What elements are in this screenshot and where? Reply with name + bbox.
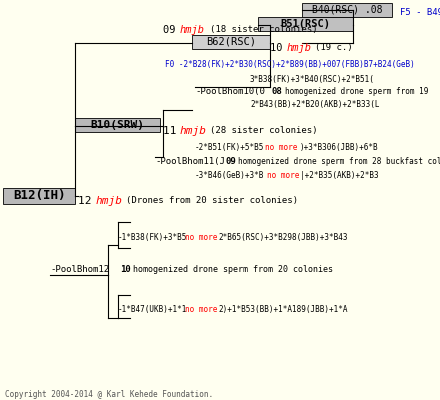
- Text: Copyright 2004-2014 @ Karl Kehede Foundation.: Copyright 2004-2014 @ Karl Kehede Founda…: [5, 390, 213, 399]
- Text: )+3*B306(JBB)+6*B: )+3*B306(JBB)+6*B: [300, 143, 379, 152]
- FancyBboxPatch shape: [3, 188, 75, 204]
- Text: 10: 10: [120, 265, 131, 274]
- Text: B12(IH): B12(IH): [13, 190, 65, 202]
- Text: homogenized drone sperm from 19: homogenized drone sperm from 19: [285, 87, 429, 96]
- Text: -1*B38(FK)+3*B5: -1*B38(FK)+3*B5: [118, 233, 187, 242]
- Text: -1*B47(UKB)+1*1: -1*B47(UKB)+1*1: [118, 305, 187, 314]
- Text: F5 - B49(FF): F5 - B49(FF): [400, 8, 440, 17]
- Text: |+2*B35(AKB)+2*B3: |+2*B35(AKB)+2*B3: [300, 171, 379, 180]
- Text: -3*B46(GeB)+3*B: -3*B46(GeB)+3*B: [195, 171, 264, 180]
- Text: homogenized drone sperm from 28 buckfast col: homogenized drone sperm from 28 buckfast…: [238, 157, 440, 166]
- Text: -2*B51(FK)+5*B5: -2*B51(FK)+5*B5: [195, 143, 264, 152]
- Text: F0 -2*B28(FK)+2*B30(RSC)+2*B89(BB)+007(FBB)B7+B24(GeB): F0 -2*B28(FK)+2*B30(RSC)+2*B89(BB)+007(F…: [165, 60, 415, 69]
- Text: 10: 10: [270, 43, 289, 53]
- Text: no more: no more: [185, 233, 217, 242]
- Text: 2)+1*B53(BB)+1*A189(JBB)+1*A: 2)+1*B53(BB)+1*A189(JBB)+1*A: [218, 305, 348, 314]
- Text: no more: no more: [267, 171, 299, 180]
- Text: -PoolBhom12: -PoolBhom12: [50, 265, 109, 274]
- Text: 2*B43(BB)+2*B20(AKB)+2*B33(L: 2*B43(BB)+2*B20(AKB)+2*B33(L: [250, 100, 379, 109]
- Text: homogenized drone sperm from 20 colonies: homogenized drone sperm from 20 colonies: [133, 265, 333, 274]
- Text: no more: no more: [265, 143, 297, 152]
- Text: no more: no more: [185, 305, 217, 314]
- Text: 3*B38(FK)+3*B40(RSC)+2*B51(: 3*B38(FK)+3*B40(RSC)+2*B51(: [250, 75, 375, 84]
- Text: hmjb: hmjb: [180, 126, 207, 136]
- Text: 2*B65(RSC)+3*B298(JBB)+3*B43: 2*B65(RSC)+3*B298(JBB)+3*B43: [218, 233, 348, 242]
- Text: 09: 09: [163, 25, 182, 35]
- Text: (19 c.): (19 c.): [315, 43, 352, 52]
- Text: 12: 12: [78, 196, 98, 206]
- FancyBboxPatch shape: [75, 118, 160, 132]
- Text: (28 sister colonies): (28 sister colonies): [210, 126, 318, 135]
- Text: hmjb: hmjb: [287, 43, 312, 53]
- Text: B40(RSC) .08: B40(RSC) .08: [312, 5, 382, 15]
- Text: B62(RSC): B62(RSC): [206, 37, 256, 47]
- Text: hmjb: hmjb: [180, 25, 205, 35]
- FancyBboxPatch shape: [258, 17, 353, 31]
- Text: 08: 08: [272, 87, 283, 96]
- Text: 09: 09: [225, 157, 236, 166]
- Text: -PoolBhom10(0: -PoolBhom10(0: [195, 87, 265, 96]
- Text: B51(RSC): B51(RSC): [281, 19, 330, 29]
- FancyBboxPatch shape: [302, 3, 392, 17]
- FancyBboxPatch shape: [192, 35, 270, 49]
- Text: 11: 11: [163, 126, 183, 136]
- Text: (Drones from 20 sister colonies): (Drones from 20 sister colonies): [126, 196, 298, 205]
- Text: (18 sister colonies): (18 sister colonies): [210, 25, 318, 34]
- Text: -PoolBhom11(J: -PoolBhom11(J: [155, 157, 225, 166]
- Text: B10(SRW): B10(SRW): [91, 120, 144, 130]
- Text: hmjb: hmjb: [96, 196, 123, 206]
